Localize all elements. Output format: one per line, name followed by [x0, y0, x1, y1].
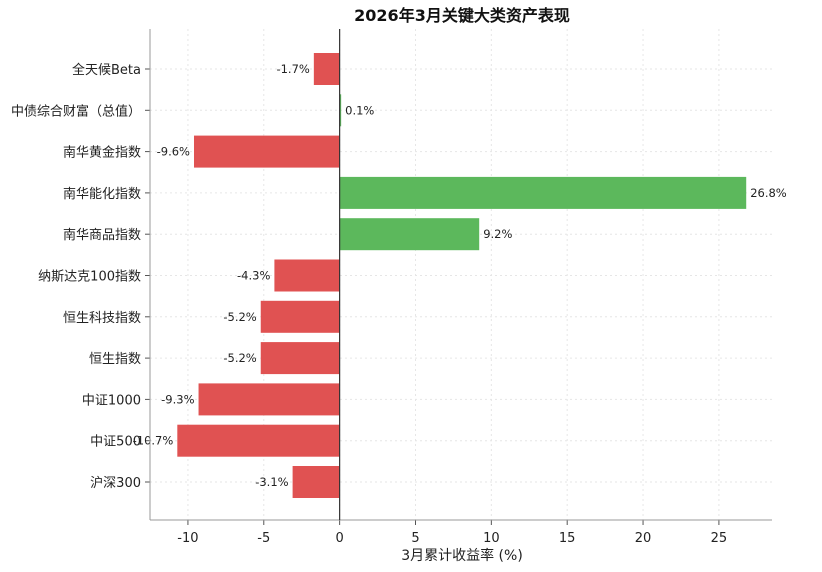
x-tick-label: 0 [335, 531, 343, 546]
y-tick-label: 恒生指数 [89, 352, 141, 367]
y-tick-label: 沪深300 [90, 475, 141, 491]
bar [177, 424, 340, 457]
data-label: 9.2% [483, 227, 512, 241]
y-tick-label: 全天候Beta [72, 62, 141, 78]
x-tick-label: 5 [411, 531, 419, 546]
x-tick-label: -10 [177, 531, 198, 546]
data-label: -5.2% [223, 310, 256, 324]
data-label: -10.7% [133, 434, 174, 448]
bar [339, 218, 480, 251]
x-ticks: -10 -5 0 5 10 15 20 25 [177, 520, 727, 546]
bar [274, 259, 340, 292]
bar [260, 300, 340, 333]
data-label: -4.3% [237, 269, 270, 283]
data-labels: -1.7% 0.1% -9.6% 26.8% 9.2% -4.3% -5.2% -5.2% -9… [133, 62, 787, 489]
x-tick-label: 15 [559, 531, 576, 546]
data-label: -3.1% [255, 475, 288, 489]
y-tick-label: 中证500 [90, 435, 141, 450]
bar [193, 135, 340, 168]
y-tick-label: 南华能化指数 [63, 186, 141, 202]
bar [198, 383, 340, 416]
y-tick-label: 中证1000 [82, 393, 141, 408]
data-label: -9.3% [161, 392, 194, 406]
data-label: -1.7% [276, 62, 309, 76]
x-tick-label: 10 [483, 531, 500, 546]
x-axis-label: 3月累计收益率 (%) [401, 547, 523, 564]
y-tick-label: 南华黄金指数 [63, 145, 141, 161]
data-label: -9.6% [157, 145, 190, 159]
bar [260, 342, 340, 375]
y-tick-label: 恒生科技指数 [63, 311, 141, 326]
bars [177, 53, 747, 498]
y-tick-label: 南华商品指数 [63, 227, 141, 243]
x-tick-label: -5 [257, 531, 270, 546]
bar [292, 466, 340, 498]
bar [339, 94, 342, 127]
y-tick-labels: 全天候Beta 中债综合财富（总值） 南华黄金指数南华能化指数南华商品指数纳斯达克1… [11, 62, 150, 491]
y-tick-label: 中债综合财富（总值） [11, 103, 141, 119]
chart-title: 2026年3月关键大类资产表现 [354, 6, 570, 25]
data-label: 0.1% [345, 103, 374, 117]
y-tick-label: 纳斯达克100指数 [38, 270, 141, 285]
x-tick-label: 20 [635, 531, 652, 546]
data-label: -5.2% [223, 351, 256, 365]
bar [313, 53, 340, 85]
bar [339, 176, 747, 209]
x-tick-label: 25 [711, 531, 728, 546]
data-label: 26.8% [750, 186, 787, 200]
